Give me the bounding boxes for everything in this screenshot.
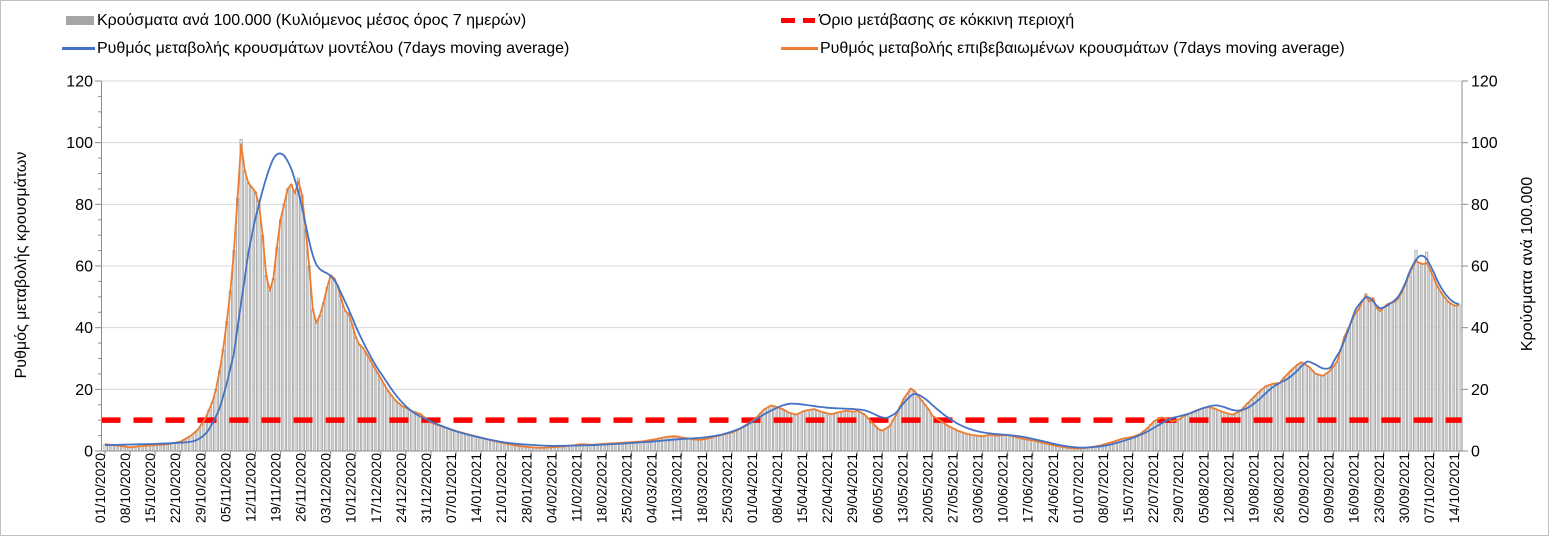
svg-text:120: 120 — [66, 74, 93, 91]
svg-text:11/03/2021: 11/03/2021 — [669, 453, 685, 522]
y-axis-right: 0 20 40 60 80 100 120 — [1462, 74, 1498, 461]
bar-swatch-icon — [66, 15, 94, 26]
svg-text:12/08/2021: 12/08/2021 — [1220, 453, 1236, 523]
svg-text:60: 60 — [75, 259, 93, 276]
svg-text:14/01/2021: 14/01/2021 — [468, 453, 484, 523]
svg-text:25/03/2021: 25/03/2021 — [719, 453, 735, 523]
svg-text:04/02/2021: 04/02/2021 — [543, 453, 559, 523]
svg-text:08/07/2021: 08/07/2021 — [1095, 453, 1111, 523]
svg-text:0: 0 — [84, 444, 93, 461]
svg-text:0: 0 — [1471, 444, 1480, 461]
svg-text:18/02/2021: 18/02/2021 — [593, 453, 609, 523]
legend-label-confirmed-rate: Ρυθμός μεταβολής επιβεβαιωμένων κρουσμάτ… — [820, 40, 1345, 57]
svg-text:100: 100 — [66, 135, 93, 152]
svg-text:80: 80 — [75, 197, 93, 214]
svg-text:29/07/2021: 29/07/2021 — [1170, 453, 1186, 523]
svg-text:06/05/2021: 06/05/2021 — [869, 453, 885, 523]
svg-text:40: 40 — [1471, 320, 1489, 337]
svg-text:27/05/2021: 27/05/2021 — [945, 453, 961, 523]
svg-text:15/07/2021: 15/07/2021 — [1120, 453, 1136, 523]
svg-text:19/08/2021: 19/08/2021 — [1245, 453, 1261, 523]
svg-text:17/06/2021: 17/06/2021 — [1020, 453, 1036, 523]
svg-text:03/12/2020: 03/12/2020 — [318, 453, 334, 523]
svg-text:10/06/2021: 10/06/2021 — [995, 453, 1011, 523]
svg-text:20: 20 — [1471, 382, 1489, 399]
svg-text:01/07/2021: 01/07/2021 — [1070, 453, 1086, 523]
svg-text:12/11/2020: 12/11/2020 — [242, 453, 258, 522]
blue-line-swatch-icon — [62, 47, 95, 50]
svg-text:05/11/2020: 05/11/2020 — [217, 453, 233, 522]
svg-text:28/01/2021: 28/01/2021 — [518, 453, 534, 523]
x-axis: 01/10/2020 08/10/2020 15/10/2020 22/10/2020… — [92, 451, 1462, 523]
legend-item-cases-per-100k: Κρούσματα ανά 100.000 (Κυλιόμενος μέσος … — [66, 11, 526, 30]
svg-text:15/10/2020: 15/10/2020 — [142, 453, 158, 523]
svg-text:17/12/2020: 17/12/2020 — [368, 453, 384, 523]
svg-text:100: 100 — [1471, 135, 1498, 152]
svg-text:18/03/2021: 18/03/2021 — [694, 453, 710, 523]
legend-label-model-rate: Ρυθμός μεταβολής κρουσμάτων μοντέλου (7d… — [97, 40, 570, 57]
left-axis-title: Ρυθμός μεταβολής κρουσμάτων — [13, 151, 30, 379]
svg-text:21/01/2021: 21/01/2021 — [493, 453, 509, 523]
svg-text:22/10/2020: 22/10/2020 — [167, 453, 183, 523]
svg-text:26/08/2021: 26/08/2021 — [1270, 453, 1286, 523]
legend-item-red-threshold: Όριο μετάβασης σε κόκκινη περιοχή — [781, 11, 1074, 30]
svg-text:09/09/2021: 09/09/2021 — [1321, 453, 1337, 523]
svg-text:07/01/2021: 07/01/2021 — [443, 453, 459, 523]
svg-text:31/12/2020: 31/12/2020 — [418, 453, 434, 523]
svg-text:24/06/2021: 24/06/2021 — [1045, 453, 1061, 523]
right-axis-title: Κρούσματα ανά 100.000 — [1519, 176, 1536, 352]
svg-text:01/04/2021: 01/04/2021 — [744, 453, 760, 523]
svg-text:22/07/2021: 22/07/2021 — [1145, 453, 1161, 523]
svg-text:03/06/2021: 03/06/2021 — [970, 453, 986, 523]
svg-text:20/05/2021: 20/05/2021 — [919, 453, 935, 523]
legend-item-model-rate: Ρυθμός μεταβολής κρουσμάτων μοντέλου (7d… — [62, 39, 569, 58]
orange-line-swatch-icon — [781, 47, 818, 50]
y-axis-left: 0 20 40 60 80 100 120 — [66, 74, 102, 461]
svg-text:07/10/2021: 07/10/2021 — [1421, 453, 1437, 523]
model-rate-line — [104, 152, 1460, 449]
svg-text:13/05/2021: 13/05/2021 — [894, 453, 910, 523]
svg-text:08/10/2020: 08/10/2020 — [117, 453, 133, 523]
svg-text:01/10/2020: 01/10/2020 — [92, 453, 108, 523]
legend-label-cases-per-100k: Κρούσματα ανά 100.000 (Κυλιόμενος μέσος … — [97, 12, 527, 29]
svg-text:10/12/2020: 10/12/2020 — [343, 453, 359, 523]
confirmed-rate-line — [104, 143, 1460, 450]
svg-text:04/03/2021: 04/03/2021 — [644, 453, 660, 523]
svg-text:23/09/2021: 23/09/2021 — [1371, 453, 1387, 523]
svg-text:25/02/2021: 25/02/2021 — [619, 453, 635, 523]
svg-text:40: 40 — [75, 320, 93, 337]
svg-text:14/10/2021: 14/10/2021 — [1446, 453, 1462, 523]
svg-text:29/04/2021: 29/04/2021 — [844, 453, 860, 523]
svg-text:26/11/2020: 26/11/2020 — [293, 453, 309, 522]
svg-text:05/08/2021: 05/08/2021 — [1195, 453, 1211, 523]
svg-text:120: 120 — [1471, 74, 1498, 91]
svg-text:29/10/2020: 29/10/2020 — [192, 453, 208, 523]
svg-text:16/09/2021: 16/09/2021 — [1346, 453, 1362, 523]
svg-text:60: 60 — [1471, 259, 1489, 276]
bars-series-cases-per-100k — [103, 139, 1461, 452]
svg-text:08/04/2021: 08/04/2021 — [769, 453, 785, 523]
legend-item-confirmed-rate: Ρυθμός μεταβολής επιβεβαιωμένων κρουσμάτ… — [781, 39, 1345, 58]
svg-text:15/04/2021: 15/04/2021 — [794, 453, 810, 523]
svg-text:80: 80 — [1471, 197, 1489, 214]
legend-label-red-threshold: Όριο μετάβασης σε κόκκινη περιοχή — [819, 12, 1075, 29]
svg-text:20: 20 — [75, 382, 93, 399]
dashed-line-swatch-icon — [781, 17, 817, 24]
svg-text:24/12/2020: 24/12/2020 — [393, 453, 409, 523]
svg-text:30/09/2021: 30/09/2021 — [1396, 453, 1412, 523]
svg-text:22/04/2021: 22/04/2021 — [819, 453, 835, 523]
svg-text:02/09/2021: 02/09/2021 — [1296, 453, 1312, 523]
svg-text:19/11/2020: 19/11/2020 — [268, 453, 284, 522]
svg-text:11/02/2021: 11/02/2021 — [568, 453, 584, 522]
